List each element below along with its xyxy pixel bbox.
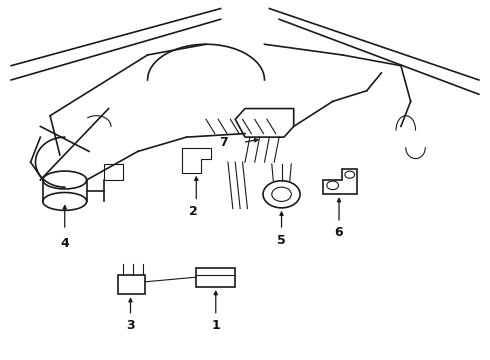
Text: 4: 4 xyxy=(60,237,69,250)
Text: 2: 2 xyxy=(190,205,198,218)
Bar xyxy=(196,267,235,287)
Text: 7: 7 xyxy=(219,136,228,149)
Text: 3: 3 xyxy=(126,319,135,332)
Bar xyxy=(118,275,145,294)
Text: 6: 6 xyxy=(335,226,343,239)
Text: 1: 1 xyxy=(211,319,220,332)
Bar xyxy=(104,164,123,180)
Text: 5: 5 xyxy=(277,234,286,247)
